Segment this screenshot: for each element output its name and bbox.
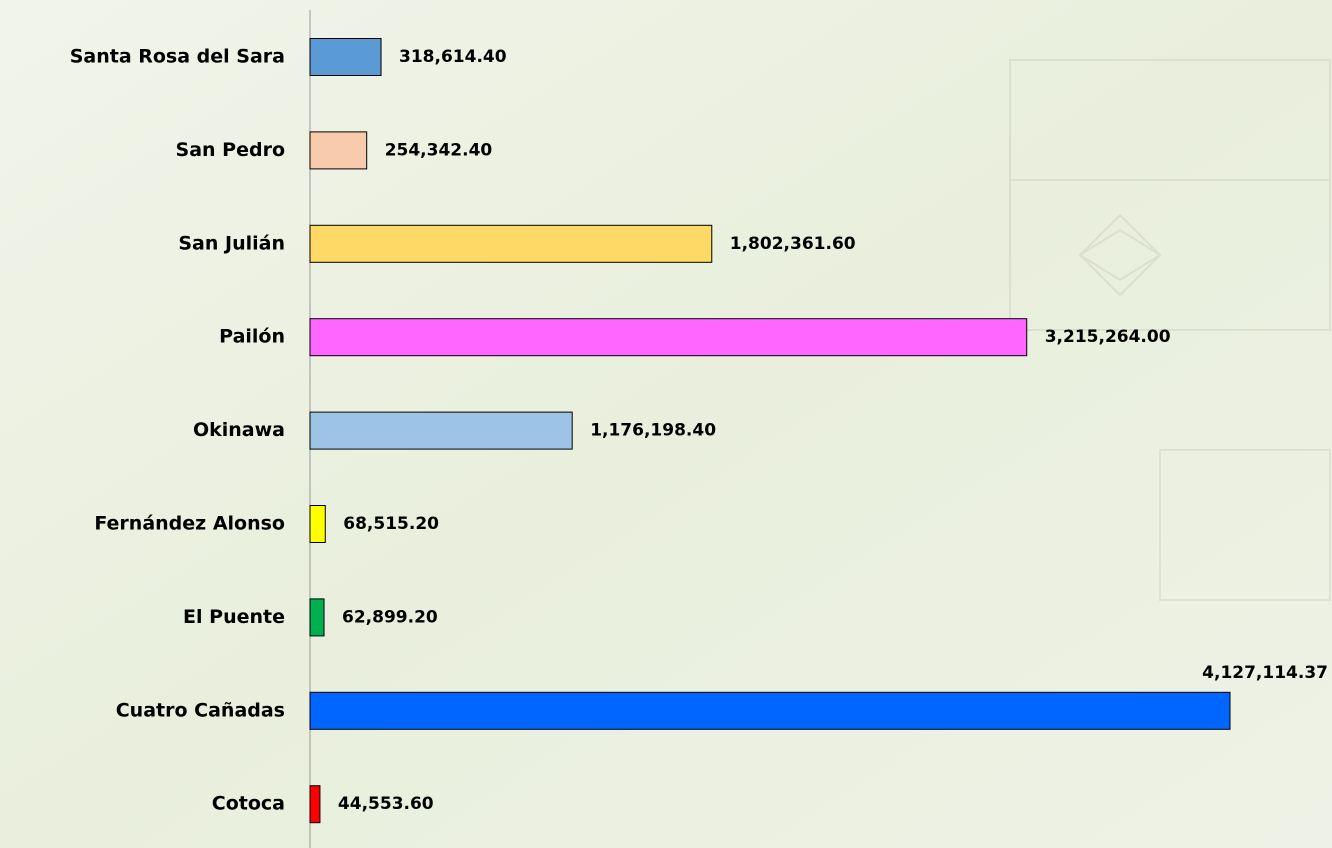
category-label: Pailón [219,326,285,348]
bar [309,598,325,637]
value-label: 4,127,114.37 [1202,663,1328,683]
value-label: 62,899.20 [342,607,438,627]
category-label: San Pedro [176,139,285,161]
bar [309,318,1028,357]
category-label: Cuatro Cañadas [116,699,285,721]
bar [309,131,368,170]
category-label: El Puente [183,606,285,628]
value-label: 318,614.40 [399,47,507,67]
category-label: Okinawa [193,419,285,441]
value-label: 1,802,361.60 [730,234,856,254]
category-label: Cotoca [212,793,285,815]
value-label: 68,515.20 [343,514,439,534]
value-label: 1,176,198.40 [590,421,716,441]
bar [309,505,326,543]
category-label: San Julián [178,232,285,254]
category-label: Fernández Alonso [94,513,285,535]
value-label: 44,553.60 [338,794,434,814]
bar [309,411,573,450]
bar [309,38,382,76]
decoration [1009,59,1331,601]
value-label: 3,215,264.00 [1045,327,1171,347]
value-label: 254,342.40 [385,140,493,160]
bar [309,785,321,824]
category-label: Santa Rosa del Sara [70,46,285,68]
bar [309,224,713,263]
bar [309,691,1231,730]
